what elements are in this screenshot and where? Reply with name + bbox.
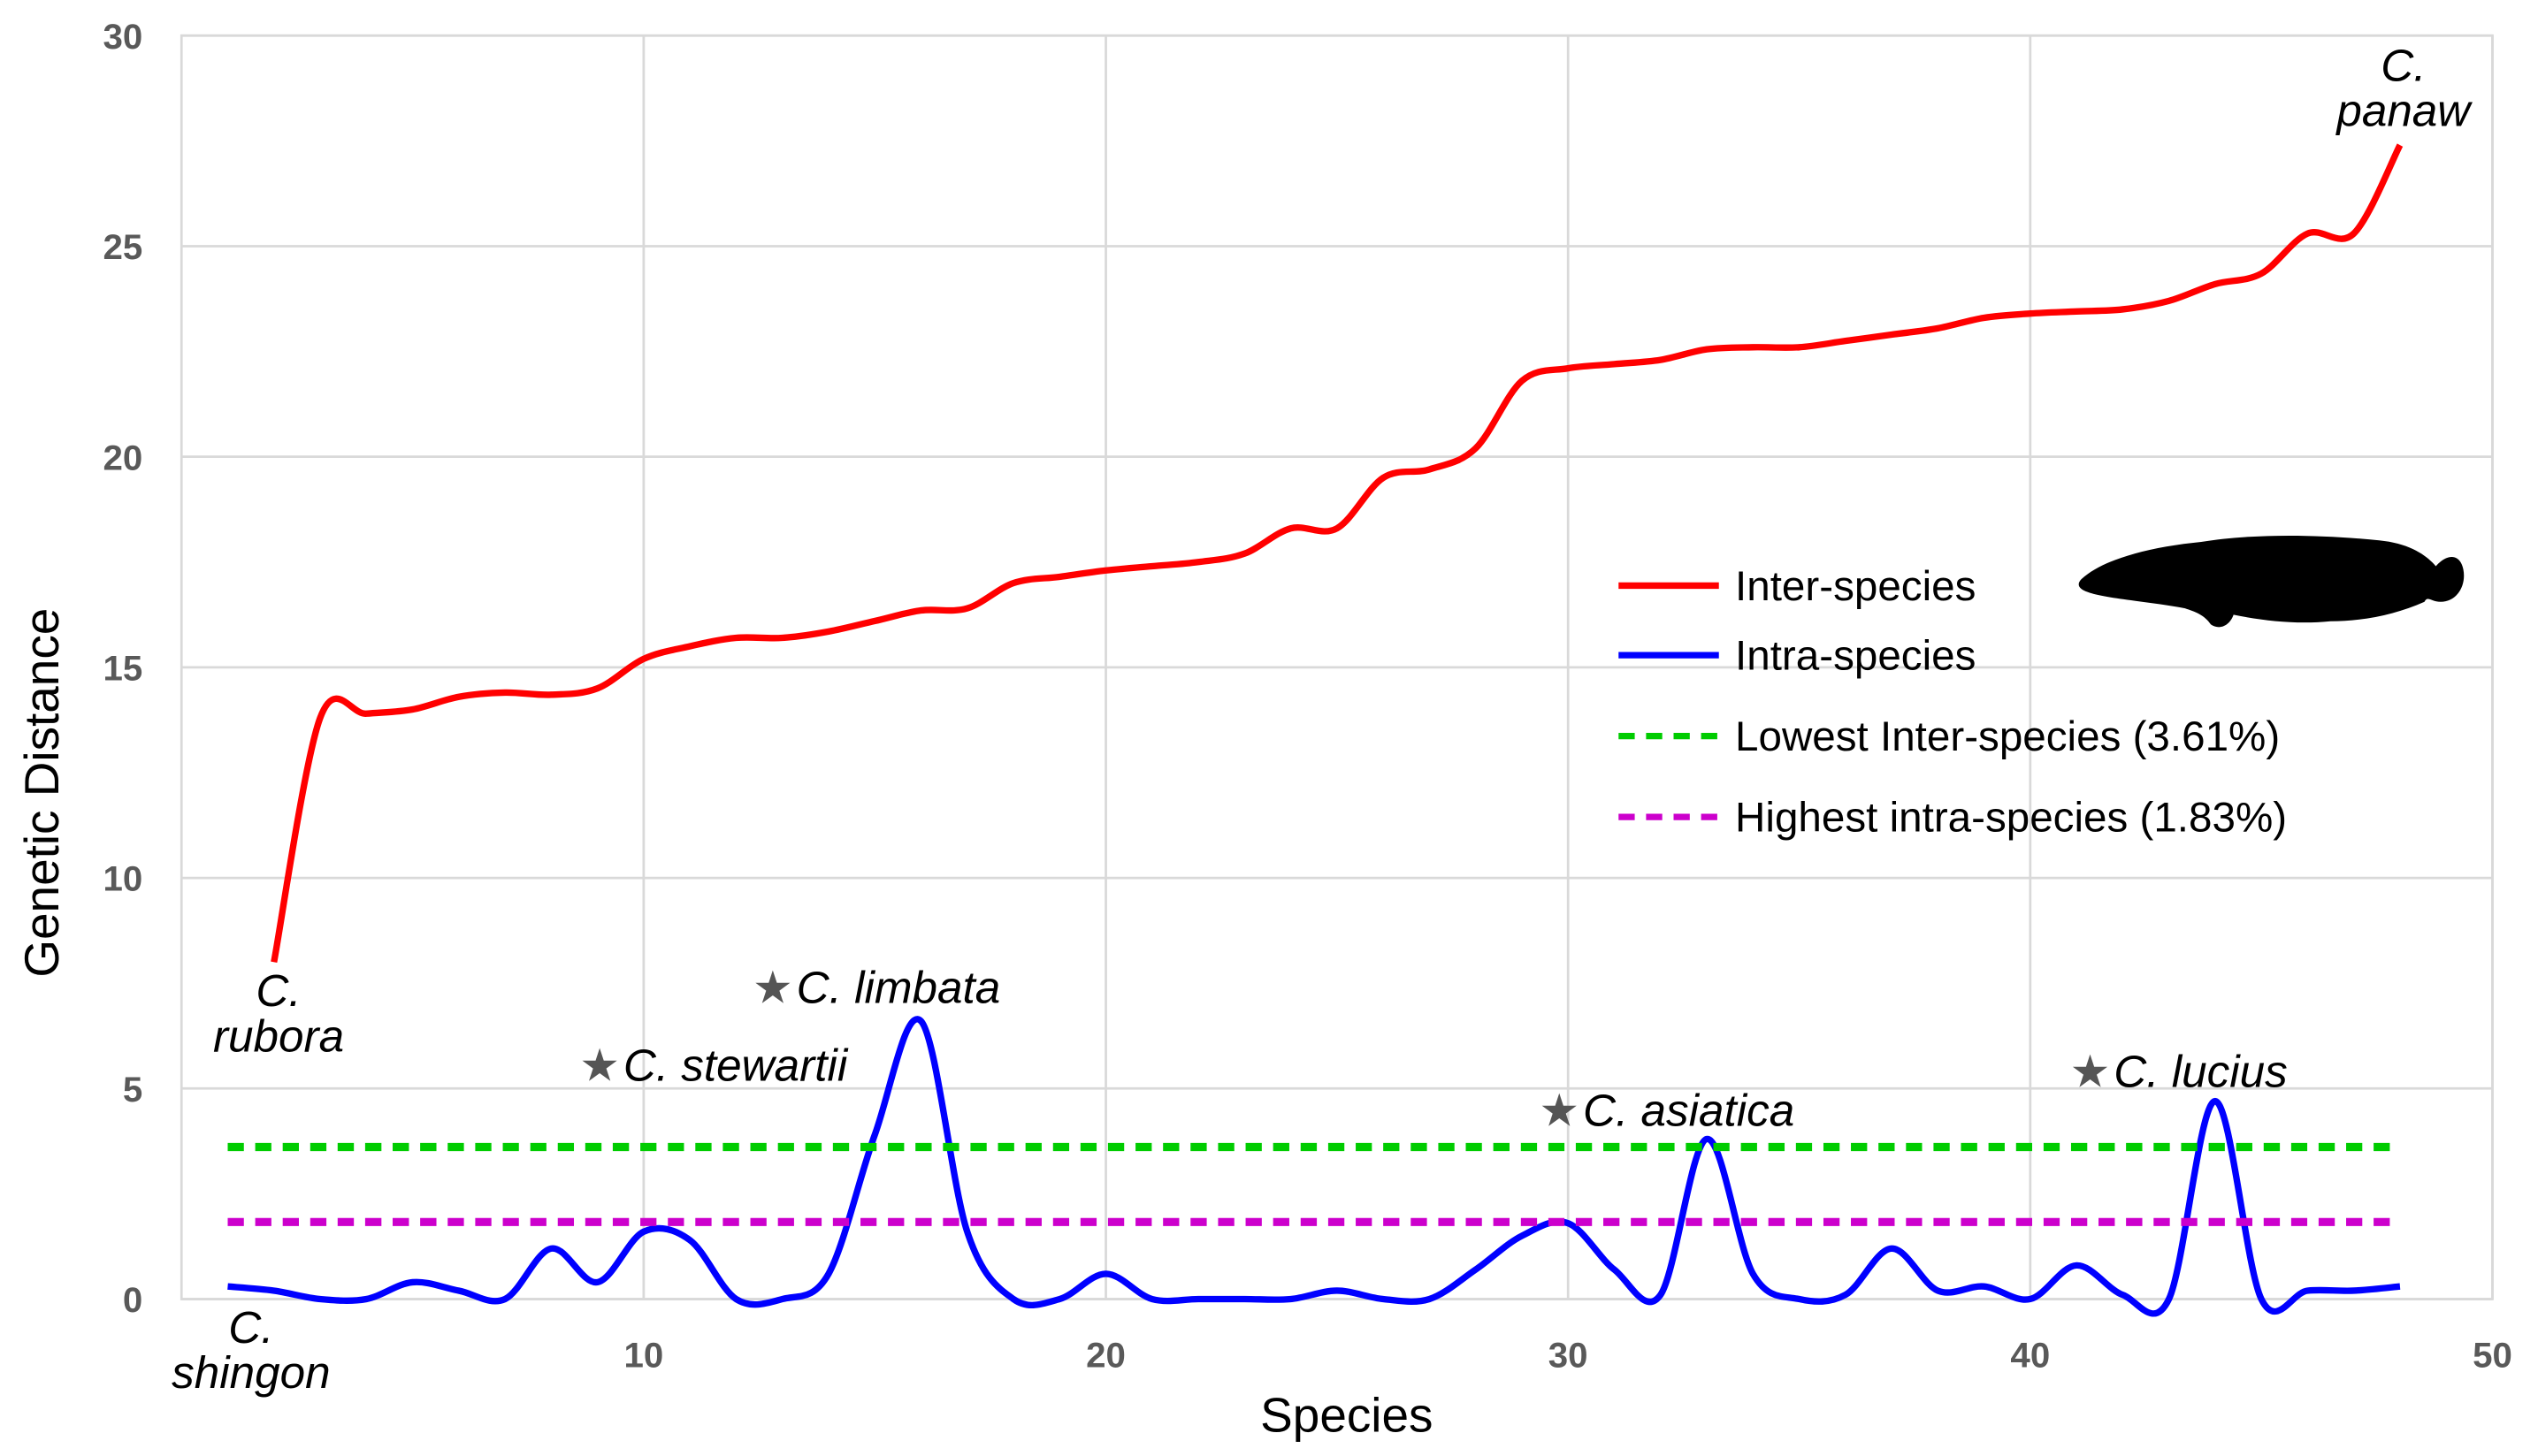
species-annotation: panaw	[2335, 86, 2473, 136]
species-annotation: C.	[228, 1302, 273, 1353]
star-icon: ★	[579, 1040, 620, 1090]
species-annotation: C. asiatica	[1583, 1086, 1794, 1136]
x-tick-label: 40	[2010, 1335, 2050, 1375]
y-tick-label: 20	[103, 438, 143, 477]
y-tick-label: 0	[123, 1280, 142, 1320]
x-tick-label: 30	[1548, 1335, 1588, 1375]
y-tick-label: 10	[103, 859, 143, 899]
y-axis-label: Genetic Distance	[14, 608, 69, 978]
x-tick-label: 20	[1086, 1335, 1126, 1375]
legend: Inter-species Intra-species Lowest Inter-s…	[1618, 563, 2287, 842]
y-tick-label: 15	[103, 649, 143, 689]
species-annotation: C.	[2381, 40, 2426, 90]
y-tick-label: 5	[123, 1070, 142, 1109]
x-tick-label: 50	[2473, 1335, 2512, 1375]
legend-label: Highest intra-species (1.83%)	[1735, 795, 2287, 842]
series-lines	[227, 143, 2404, 1317]
snakehead-fish-silhouette	[2078, 535, 2465, 628]
x-axis-label: Species	[1260, 1388, 1433, 1443]
series-line-1	[227, 1016, 2401, 1317]
legend-label: Inter-species	[1735, 563, 1976, 610]
y-tick-label: 30	[103, 17, 143, 57]
grid	[180, 34, 2494, 1300]
y-tick-label: 25	[103, 227, 143, 267]
species-annotation: C. lucius	[2114, 1047, 2287, 1097]
legend-label: Lowest Inter-species (3.61%)	[1735, 713, 2280, 760]
tick-labels: 0 5 10 15 20 25 30 10 20 30 40 50	[103, 17, 2512, 1375]
star-icon: ★	[1539, 1086, 1579, 1136]
species-annotation: C. stewartii	[623, 1040, 849, 1090]
species-annotation: C.	[256, 965, 301, 1016]
x-tick-label: 10	[623, 1335, 663, 1375]
legend-label: Intra-species	[1735, 633, 1976, 680]
series-line-0	[271, 143, 2404, 964]
star-icon: ★	[753, 963, 793, 1013]
star-icon: ★	[2070, 1047, 2111, 1097]
species-annotation: shingon	[172, 1347, 330, 1398]
species-annotation: rubora	[213, 1010, 344, 1061]
species-annotation: C. limbata	[797, 963, 1001, 1013]
